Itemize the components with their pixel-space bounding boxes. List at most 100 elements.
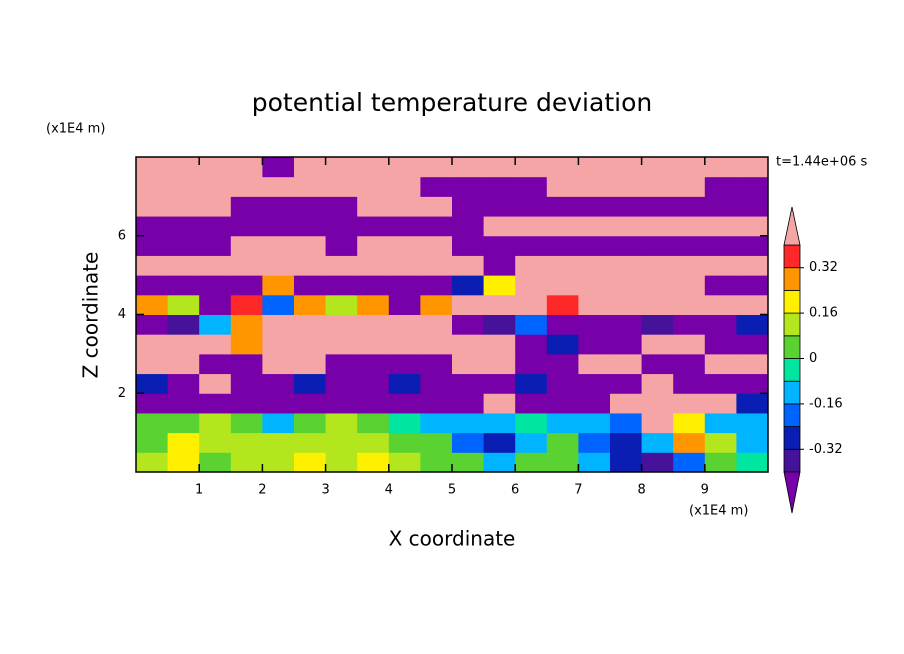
field-cell <box>388 432 421 453</box>
field-cell <box>167 353 200 375</box>
field-cell <box>736 432 769 453</box>
field-cell <box>357 373 390 394</box>
field-cell <box>578 275 611 296</box>
field-cell <box>641 157 674 178</box>
field-cell <box>641 353 674 375</box>
field-cell <box>736 314 769 335</box>
field-cell <box>546 393 579 414</box>
field-cell <box>388 196 421 217</box>
field-cell <box>673 412 706 434</box>
field-cell <box>262 196 295 217</box>
field-cell <box>199 196 232 217</box>
field-cell <box>357 157 390 178</box>
field-cell <box>136 452 169 473</box>
field-cell <box>673 393 706 414</box>
field-cell <box>515 216 548 237</box>
field-cell <box>673 255 706 276</box>
x-tick-label: 5 <box>448 483 456 498</box>
field-cell <box>199 235 232 256</box>
field-cell <box>515 294 548 315</box>
field-cell <box>704 196 737 217</box>
field-cell <box>610 373 643 394</box>
field-cell <box>230 255 263 276</box>
field-cell <box>578 314 611 335</box>
field-cell <box>388 334 421 355</box>
field-cell <box>388 412 421 434</box>
field-cell <box>294 393 327 414</box>
x-tick-label: 2 <box>258 483 266 498</box>
field-cell <box>641 432 674 453</box>
field-cell <box>136 294 169 315</box>
field-cell <box>483 275 516 296</box>
field-cell <box>704 334 737 355</box>
y-tick-label: 2 <box>118 386 126 401</box>
x-axis-label: X coordinate <box>389 527 516 551</box>
field-cell <box>515 412 548 434</box>
field-cell <box>262 334 295 355</box>
field-cell <box>610 432 643 453</box>
field-cell <box>357 432 390 453</box>
field-cell <box>483 157 516 178</box>
colorbar-band <box>783 358 801 382</box>
field-cell <box>230 235 263 256</box>
field-cell <box>167 176 200 197</box>
field-cell <box>167 412 200 434</box>
field-cell <box>388 314 421 335</box>
field-cell <box>610 157 643 178</box>
field-cell <box>136 235 169 256</box>
field-cell <box>325 196 358 217</box>
field-cell <box>704 157 737 178</box>
field-cell <box>325 294 358 315</box>
colorbar-band <box>783 244 801 269</box>
field-cell <box>294 353 327 375</box>
field-cell <box>515 373 548 394</box>
field-cell <box>199 176 232 197</box>
colorbar-band <box>783 335 801 359</box>
field-cell <box>230 196 263 217</box>
field-cell <box>483 294 516 315</box>
field-cell <box>610 334 643 355</box>
field-cell <box>452 216 485 237</box>
field-cell <box>736 216 769 237</box>
field-cell <box>610 216 643 237</box>
field-cell <box>388 235 421 256</box>
field-cell <box>357 196 390 217</box>
x-tick-label: 7 <box>574 483 582 498</box>
colorbar-tick-label: 0 <box>809 351 817 366</box>
field-cell <box>673 452 706 473</box>
field-cell <box>546 196 579 217</box>
colorbar-band <box>783 448 801 473</box>
field-cell <box>673 196 706 217</box>
field-cell <box>325 373 358 394</box>
field-cell <box>420 412 453 434</box>
field-cell <box>515 432 548 453</box>
field-cell <box>483 373 516 394</box>
field-cell <box>357 412 390 434</box>
field-cell <box>136 314 169 335</box>
field-cell <box>610 176 643 197</box>
field-cell <box>610 294 643 315</box>
field-cell <box>641 196 674 217</box>
field-cell <box>736 452 769 473</box>
field-cell <box>167 334 200 355</box>
field-cell <box>483 353 516 375</box>
field-cell <box>420 353 453 375</box>
field-cell <box>262 432 295 453</box>
field-cell <box>420 235 453 256</box>
field-cell <box>230 314 263 335</box>
field-cell <box>578 255 611 276</box>
field-cell <box>262 176 295 197</box>
field-cell <box>230 275 263 296</box>
field-cell <box>578 334 611 355</box>
field-cell <box>515 235 548 256</box>
field-cell <box>483 412 516 434</box>
field-cell <box>262 294 295 315</box>
field-cell <box>230 452 263 473</box>
field-cell <box>546 157 579 178</box>
field-cell <box>294 452 327 473</box>
field-cell <box>578 157 611 178</box>
field-cell <box>578 373 611 394</box>
field-cell <box>578 176 611 197</box>
field-cell <box>610 353 643 375</box>
field-cell <box>736 157 769 178</box>
